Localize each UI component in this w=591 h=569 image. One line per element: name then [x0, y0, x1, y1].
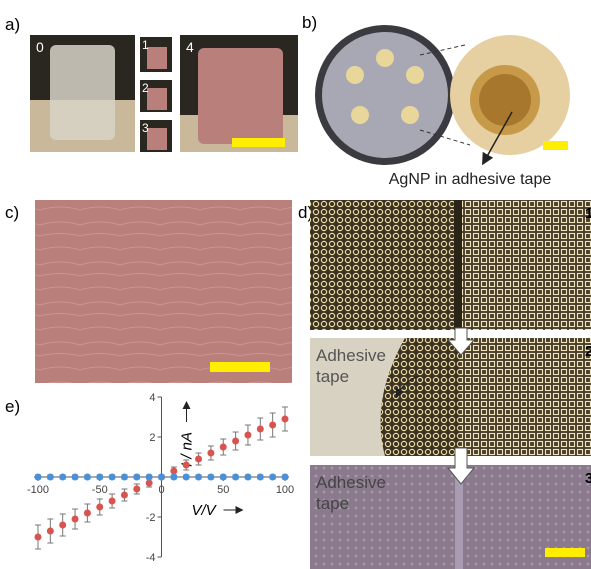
- scale-bar: [545, 548, 585, 557]
- sample-number: 2: [142, 81, 149, 95]
- photo-pattern: [460, 338, 591, 456]
- sample-cylinder: [147, 47, 167, 69]
- sample-number: 4: [186, 39, 194, 55]
- data-point: [244, 474, 251, 481]
- data-point: [220, 474, 227, 481]
- data-point: [207, 450, 214, 457]
- data-point: [96, 474, 103, 481]
- sample-number: 1: [142, 38, 149, 52]
- data-point: [59, 474, 66, 481]
- data-point: [84, 510, 91, 517]
- data-point: [183, 474, 190, 481]
- data-point: [232, 474, 239, 481]
- agnp-spot-core: [479, 74, 531, 126]
- data-point: [195, 456, 202, 463]
- data-point: [72, 474, 79, 481]
- data-point: [72, 516, 79, 523]
- y-tick-label: -4: [146, 552, 156, 564]
- annotation: AgNP in adhesive tape: [389, 171, 552, 188]
- panel-label: c): [5, 203, 19, 222]
- data-point: [146, 480, 153, 487]
- y-tick-label: 2: [149, 432, 155, 444]
- data-point: [158, 474, 165, 481]
- data-point: [183, 462, 190, 469]
- data-point: [257, 426, 264, 433]
- sample-cylinder: [50, 45, 115, 140]
- data-point: [84, 474, 91, 481]
- data-point: [170, 474, 177, 481]
- panel-label: a): [5, 15, 20, 34]
- photo: [35, 200, 292, 383]
- panel-label: b): [302, 13, 317, 32]
- x-tick-label: -100: [27, 484, 49, 496]
- data-point: [133, 474, 140, 481]
- data-point: [47, 474, 54, 481]
- step-number: 1: [585, 205, 591, 222]
- data-point: [269, 422, 276, 429]
- gap: [454, 200, 462, 330]
- data-point: [47, 528, 54, 535]
- sample-cylinder: [147, 128, 167, 150]
- y-tick-label: -2: [146, 512, 156, 524]
- figure: a) 0 1 2 3 4 b) AgNP in adhesive tape c)…: [0, 0, 591, 569]
- x-axis-label: V/V: [192, 502, 218, 519]
- scale-bar: [232, 138, 285, 147]
- x-tick-label: -50: [92, 484, 108, 496]
- data-point: [207, 474, 214, 481]
- data-point: [133, 486, 140, 493]
- data-point: [282, 474, 289, 481]
- x-tick-label: 100: [276, 484, 294, 496]
- data-point: [269, 474, 276, 481]
- scale-bar: [210, 362, 270, 372]
- x-tick-label: 0: [158, 484, 164, 496]
- data-point: [282, 416, 289, 423]
- data-point: [220, 444, 227, 451]
- data-point: [96, 504, 103, 511]
- step-number: 3: [585, 470, 591, 487]
- sample-cylinder: [147, 88, 167, 110]
- data-point: [59, 522, 66, 529]
- data-point: [244, 432, 251, 439]
- data-point: [121, 492, 128, 499]
- data-point: [195, 474, 202, 481]
- data-point: [35, 474, 42, 481]
- data-point: [35, 534, 42, 541]
- data-point: [170, 468, 177, 475]
- sample-number: 3: [142, 121, 149, 135]
- photo-pattern: [460, 200, 591, 330]
- step-number: 2: [585, 343, 591, 360]
- figure-canvas: a) 0 1 2 3 4 b) AgNP in adhesive tape c)…: [0, 0, 591, 569]
- data-point: [109, 474, 116, 481]
- data-point: [232, 438, 239, 445]
- scale-bar: [543, 141, 568, 150]
- data-point: [146, 474, 153, 481]
- data-point: [121, 474, 128, 481]
- sample-number: 0: [36, 39, 44, 55]
- x-tick-label: 50: [217, 484, 229, 496]
- y-tick-label: 4: [149, 392, 155, 404]
- annotation: Adhesive tape: [316, 345, 386, 387]
- annotation: Adhesive tape: [316, 472, 386, 514]
- sample-cylinder: [198, 48, 283, 144]
- data-point: [257, 474, 264, 481]
- data-point: [109, 498, 116, 505]
- panel-label: e): [5, 397, 20, 416]
